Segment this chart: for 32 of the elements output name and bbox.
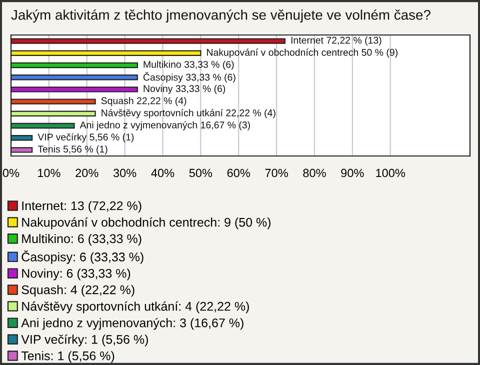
x-tick-label: 20% — [76, 168, 98, 178]
legend-label: Squash: 4 (22,22 %) — [22, 285, 134, 297]
legend-label: Návštěvy sportovních utkání: 4 (22,22 %) — [22, 301, 249, 314]
x-tick-label: 80% — [303, 168, 326, 178]
data-label: Časopisy 33,33 % (6) — [143, 72, 236, 83]
data-label: Návštěvy sportovních utkání 22,22 % (4) — [102, 109, 276, 118]
data-label: Internet 72,22 % (13) — [291, 36, 382, 46]
legend-label: Internet: 13 (72,22 %) — [22, 201, 142, 213]
x-tick-label: 100% — [376, 168, 406, 178]
data-label: Multikino 33,33 % (6) — [144, 60, 234, 70]
x-tick-label: 70% — [265, 168, 288, 178]
legend-label: Tenis: 1 (5,56 %) — [21, 351, 114, 363]
legend-label: Noviny: 6 (33,33 %) — [22, 268, 130, 280]
legend-label: Nakupování v obchodních centrech: 9 (50 %) — [22, 217, 270, 230]
x-tick-label: 60% — [227, 168, 250, 178]
x-tick-label: 50% — [189, 168, 212, 178]
legend-label: Ani jedno z vyjmenovaných: 3 (16,67 %) — [21, 318, 244, 330]
x-tick-label: 90% — [341, 168, 364, 178]
data-label: VIP večírky 5,56 % (1) — [38, 133, 134, 142]
legend-label: VIP večírky: 1 (5,56 %) — [21, 334, 148, 346]
data-label: Noviny 33,33 % (6) — [144, 84, 226, 94]
data-label: Ani jedno z vyjmenovaných 16,67 % (3) — [80, 121, 250, 130]
chart-title: Jakým aktivitám z těchto jmenovaných se věnujete ve volném čase? — [11, 9, 430, 23]
data-label: Nakupování v obchodních centrech 50 % (9) — [207, 48, 398, 58]
x-tick-label: 40% — [151, 168, 174, 178]
legend-label: Časopisy: 6 (33,33 %) — [22, 250, 144, 264]
legend-label: Multikino: 6 (33,33 %) — [22, 234, 142, 246]
x-tick-label: 30% — [113, 168, 136, 178]
data-label: Tenis 5,56 % (1) — [38, 145, 108, 154]
x-tick-label: 0% — [2, 168, 20, 178]
data-label: Squash 22,22 % (4) — [101, 97, 186, 106]
x-tick-label: 10% — [38, 168, 60, 178]
